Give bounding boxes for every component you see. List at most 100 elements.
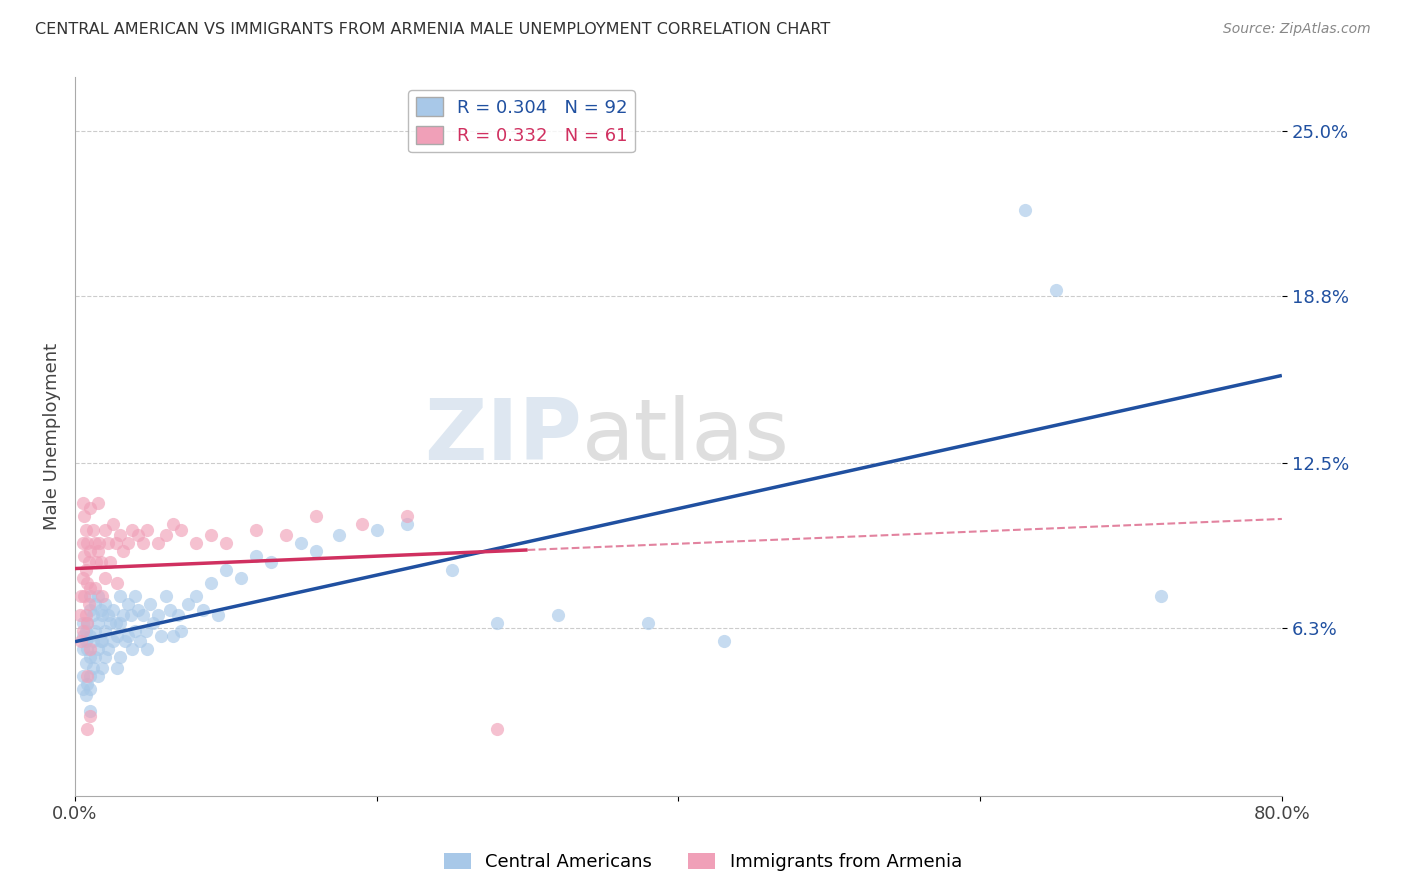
Point [169,523,191,537]
Point [637,615,659,630]
Point [86,642,108,657]
Point [128,634,150,648]
Point [276,528,298,542]
Point [110,650,132,665]
Point [76,615,98,630]
Legend: R = 0.304   N = 92, R = 0.332   N = 61: R = 0.304 N = 92, R = 0.332 N = 61 [408,90,634,153]
Point [75,563,97,577]
Point [72,682,94,697]
Point [70,589,93,603]
Point [121,523,143,537]
Point [94,650,117,665]
Point [101,517,124,532]
Point [328,528,350,542]
Point [69,607,91,622]
Point [76,576,98,591]
Point [75,607,97,622]
Point [486,615,509,630]
Point [86,615,108,630]
Text: CENTRAL AMERICAN VS IMMIGRANTS FROM ARMENIA MALE UNEMPLOYMENT CORRELATION CHART: CENTRAL AMERICAN VS IMMIGRANTS FROM ARME… [35,22,831,37]
Point [83,624,105,638]
Point [73,549,96,564]
Point [75,523,97,537]
Point [75,624,97,638]
Point [79,589,101,603]
Point [124,624,146,638]
Point [75,688,97,702]
Point [395,517,418,532]
Point [110,528,132,542]
Point [132,536,155,550]
Text: atlas: atlas [582,395,790,478]
Point [117,597,139,611]
Point [72,615,94,630]
Point [101,602,124,616]
Point [547,607,569,622]
Point [215,563,238,577]
Point [86,669,108,683]
Point [72,669,94,683]
Legend: Central Americans, Immigrants from Armenia: Central Americans, Immigrants from Armen… [437,846,969,879]
Point [82,523,104,537]
Point [89,536,111,550]
Point [90,602,112,616]
Point [135,624,157,638]
Point [94,571,117,585]
Point [127,528,149,542]
Point [713,634,735,648]
Point [112,544,135,558]
Point [79,629,101,643]
Point [290,536,312,550]
Point [77,597,100,611]
Point [104,536,127,550]
Point [86,544,108,558]
Point [366,523,388,537]
Point [105,661,128,675]
Point [207,607,229,622]
Point [82,607,104,622]
Point [79,650,101,665]
Point [305,509,328,524]
Point [79,602,101,616]
Point [75,634,97,648]
Point [166,607,188,622]
Point [91,589,114,603]
Point [441,563,464,577]
Point [139,597,162,611]
Point [146,607,169,622]
Point [121,642,143,657]
Point [79,544,101,558]
Point [72,642,94,657]
Point [136,642,159,657]
Point [1045,283,1067,297]
Point [159,602,181,616]
Point [73,589,96,603]
Point [486,723,509,737]
Point [72,496,94,510]
Point [200,576,222,591]
Point [142,615,165,630]
Point [98,555,121,569]
Point [83,581,105,595]
Point [305,544,328,558]
Point [72,629,94,643]
Point [105,576,128,591]
Point [1014,203,1036,218]
Point [1150,589,1173,603]
Point [193,602,215,616]
Point [91,661,114,675]
Point [110,615,132,630]
Point [245,549,267,564]
Point [350,517,373,532]
Point [73,509,96,524]
Point [94,597,117,611]
Point [79,642,101,657]
Y-axis label: Male Unemployment: Male Unemployment [44,343,60,530]
Point [79,704,101,718]
Point [177,597,200,611]
Point [82,634,104,648]
Point [97,607,120,622]
Point [90,555,112,569]
Point [124,589,146,603]
Point [162,629,184,643]
